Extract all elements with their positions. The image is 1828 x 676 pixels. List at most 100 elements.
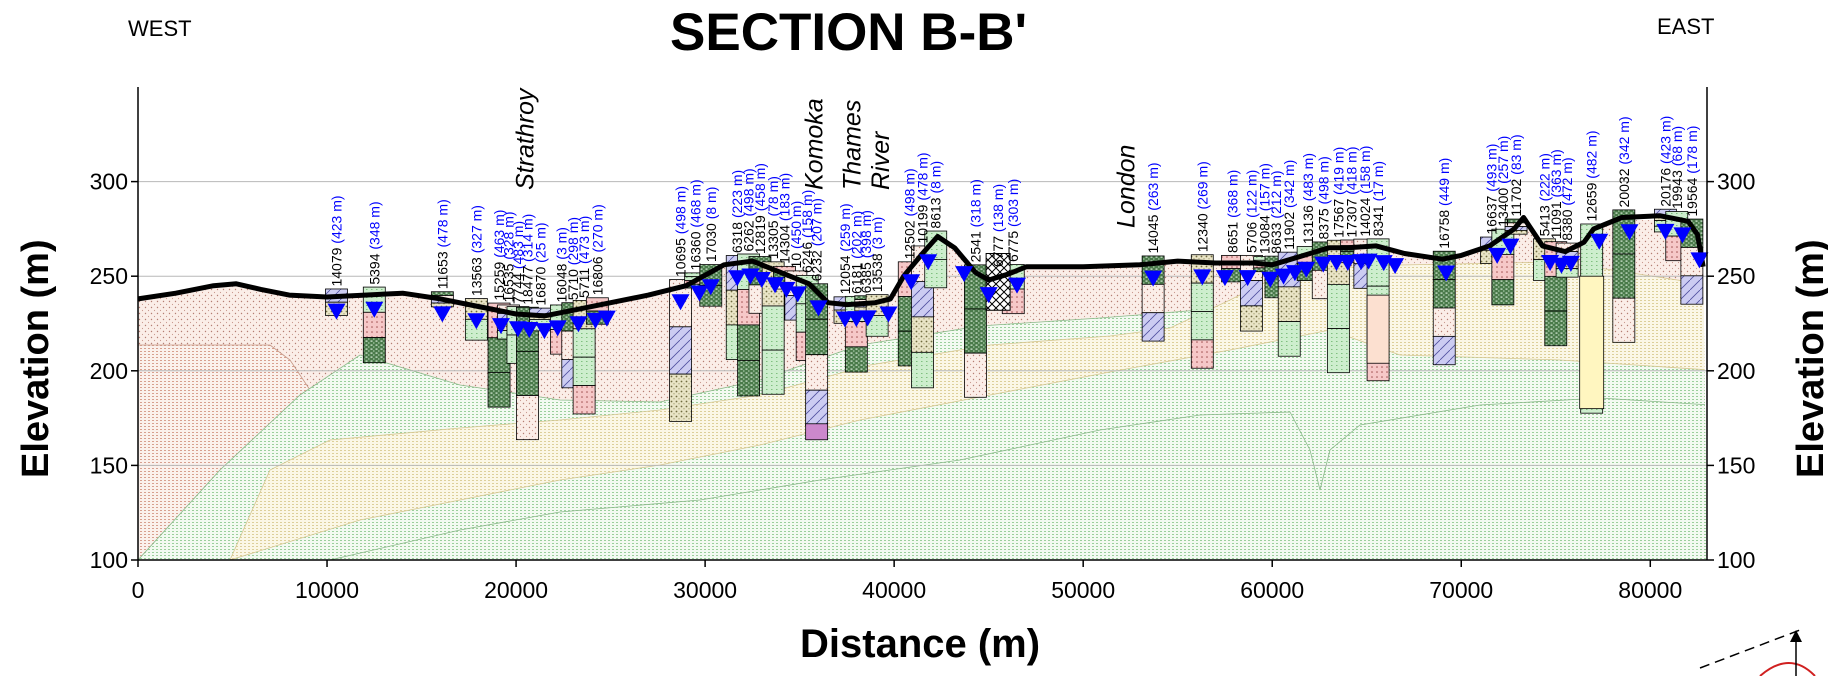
well-label: 12659 (482 m): [1584, 130, 1600, 221]
well-label: 6775 (303 m): [1005, 179, 1021, 262]
well-offset: (17 m): [1370, 161, 1386, 201]
well-id: 12340: [1194, 209, 1210, 252]
well-labels: 14079 (423 m) 5394 (348 m) 11653 (478 m) 13…: [328, 116, 1699, 306]
well-offset: (257 m): [1495, 136, 1511, 184]
well-label: 14024 (158 m): [1357, 146, 1373, 237]
log-interval: [1432, 307, 1456, 337]
water-level-marker: [1501, 238, 1520, 255]
borehole-log: [362, 286, 386, 364]
water-level-marker: [788, 286, 807, 303]
well-label: 14079 (423 m): [328, 195, 344, 286]
well-id: 10695: [673, 234, 689, 277]
borehole-log: [1141, 255, 1165, 342]
well-offset: (25 m): [533, 222, 549, 262]
well-id: 20176: [1657, 164, 1673, 207]
well-label: 16535 (328 m): [501, 211, 517, 302]
well-label: 8380 (472 m): [1559, 157, 1575, 240]
x-tick-label: 70000: [1429, 577, 1493, 603]
well-id: 19564: [1684, 174, 1700, 217]
water-level-marker: [1193, 269, 1212, 286]
well-id: 16637: [1483, 192, 1499, 235]
well-offset: (178 m): [1684, 126, 1700, 174]
well-id: 12054: [837, 252, 853, 295]
log-interval: [1612, 297, 1636, 343]
log-interval: [430, 291, 454, 296]
log-interval: [1680, 275, 1704, 305]
well-label: 8651 (368 m): [1225, 170, 1241, 253]
log-interval: [572, 385, 596, 415]
well-offset: (419 m): [1330, 147, 1346, 195]
well-id: 8633: [1268, 219, 1284, 254]
well-id: 13084: [1257, 211, 1273, 254]
water-level-marker: [1620, 224, 1639, 241]
well-label: 16870 (25 m): [533, 222, 549, 305]
well-id: 6775: [1005, 227, 1021, 262]
well-label: 14304 (183 m): [777, 173, 793, 264]
x-tick-label: 10000: [295, 577, 359, 603]
well-id: 16870: [533, 263, 549, 306]
well-label: 13563 (327 m): [468, 205, 484, 296]
well-offset: (473 m): [576, 216, 592, 264]
water-level-marker: [902, 274, 921, 291]
well-label: 5394 (348 m): [366, 201, 382, 284]
well-id: 12659: [1584, 179, 1600, 222]
well-offset: (493 m): [1483, 144, 1499, 192]
water-level-marker: [569, 316, 588, 333]
well-offset: (498 m): [673, 186, 689, 234]
water-level-marker: [365, 301, 384, 318]
water-level-marker: [548, 320, 567, 337]
well-label: 14045 (263 m): [1145, 162, 1161, 253]
well-offset: (303 m): [1005, 179, 1021, 227]
water-level-marker: [879, 306, 898, 323]
well-offset: (183 m): [777, 173, 793, 221]
x-tick-label: 40000: [862, 577, 926, 603]
well-offset: (328 m): [501, 211, 517, 259]
log-interval: [964, 308, 987, 354]
y-tick-label-right: 200: [1717, 358, 1755, 384]
water-level-marker: [520, 322, 539, 339]
north-arrow-icon: [1699, 629, 1816, 676]
log-interval: [1555, 268, 1579, 278]
well-id: 18477: [519, 262, 535, 305]
water-level-marker: [955, 266, 974, 283]
water-level-marker: [1274, 268, 1293, 285]
well-label: 13305 (78 m): [765, 176, 781, 259]
log-interval: [1141, 312, 1165, 342]
well-id: 7744: [510, 269, 526, 304]
well-id: 15259: [491, 258, 507, 301]
well-offset: (202 m): [848, 211, 864, 259]
well-offset: (363 m): [1548, 149, 1564, 197]
well-offset: (423 m): [1657, 116, 1673, 164]
log-interval: [1544, 310, 1568, 347]
water-level-marker: [1008, 277, 1027, 294]
log-interval: [911, 316, 934, 353]
well-id: 8380: [1559, 206, 1575, 241]
well-id: 14024: [1357, 194, 1373, 237]
well-offset: (463 m): [491, 210, 507, 258]
well-id: 5394: [366, 250, 382, 285]
well-id: 20032: [1616, 165, 1632, 208]
water-level-marker: [701, 279, 720, 296]
log-interval: [1544, 275, 1568, 312]
log-interval: [430, 302, 454, 308]
ground-surface-line: [137, 213, 1706, 319]
well-id: 10: [788, 249, 804, 268]
log-interval: [572, 328, 596, 358]
water-level-marker: [1297, 261, 1316, 278]
log-interval: [805, 318, 829, 356]
log-interval: [844, 346, 868, 373]
well-label: 16048 (3 m): [553, 227, 569, 303]
well-label: 5711 (473 m): [576, 216, 592, 298]
water-level-marker: [777, 281, 796, 298]
well-label: 13084 (157 m): [1257, 163, 1273, 254]
well-id: 19943: [1669, 166, 1685, 209]
log-interval: [1190, 339, 1214, 369]
well-offset: (368 m): [1225, 170, 1241, 218]
west-direction-label: WEST: [128, 16, 192, 41]
log-interval: [1612, 253, 1636, 299]
well-offset: (158 m): [799, 190, 815, 238]
log-interval: [761, 349, 785, 395]
well-offset: (223 m): [729, 170, 745, 218]
place-name: Thames: [839, 100, 867, 190]
well-offset: (478 m): [915, 152, 931, 200]
